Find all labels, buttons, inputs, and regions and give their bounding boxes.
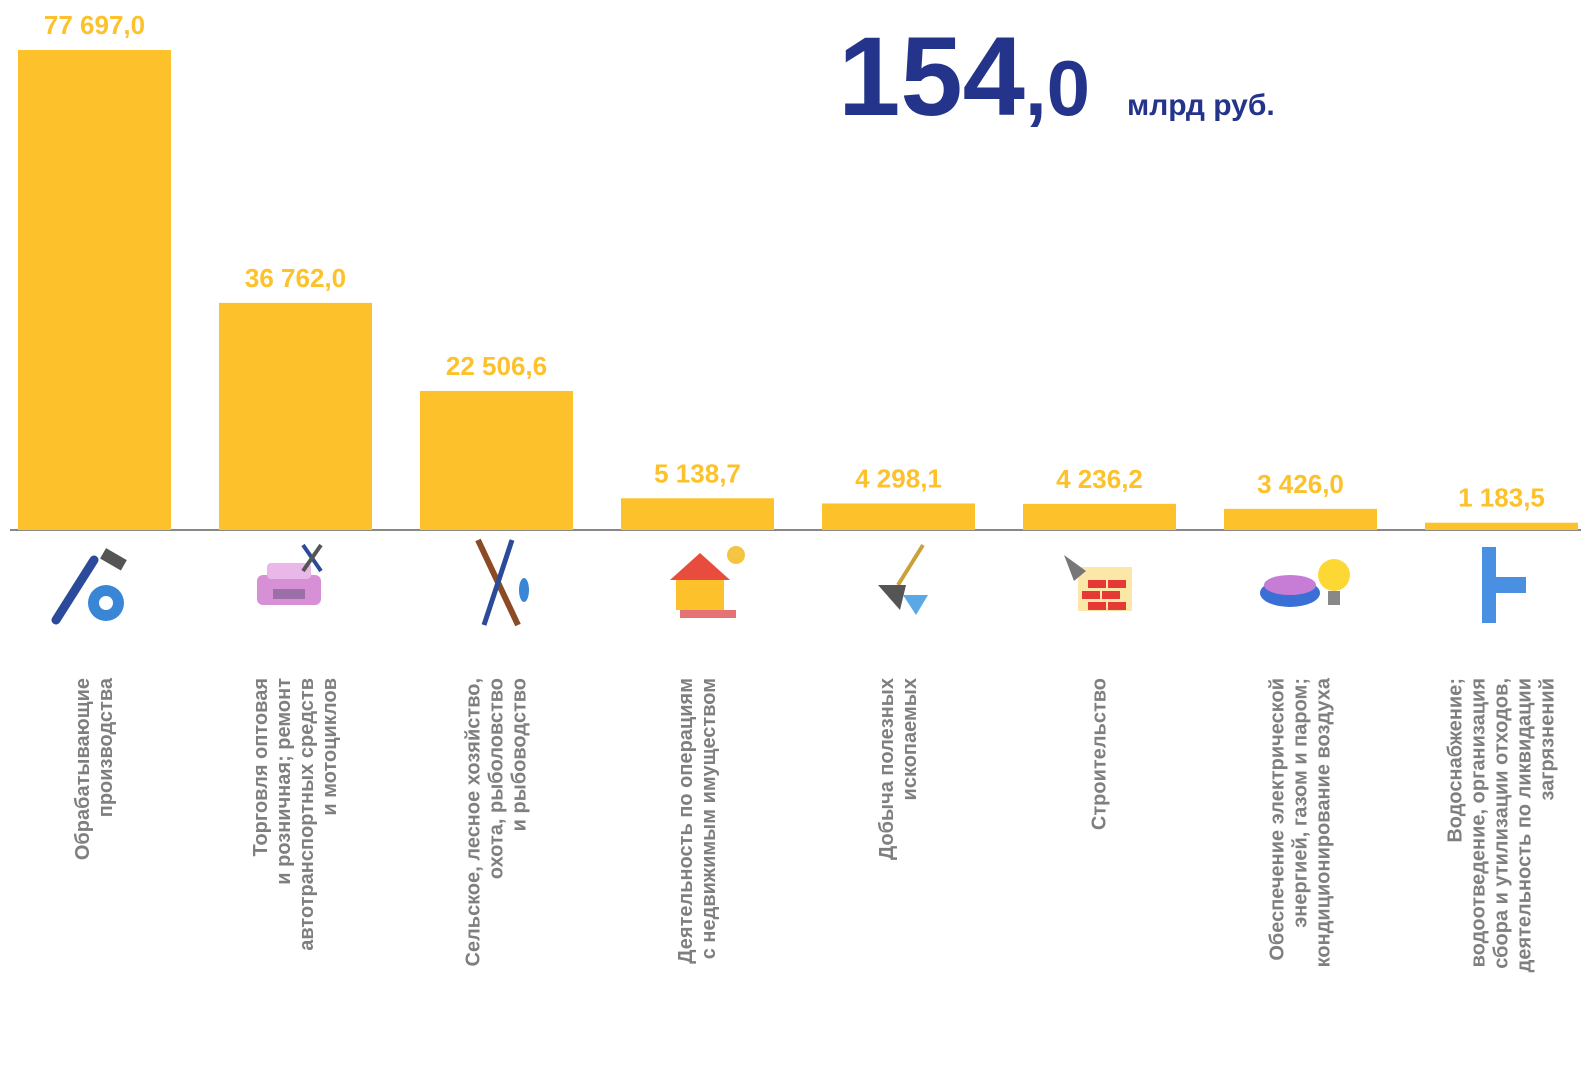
icon-water xyxy=(1482,547,1526,623)
bar xyxy=(18,50,171,530)
category-label: деятельность по ликвидации xyxy=(1514,678,1536,972)
category-label: Обеспечение электрической xyxy=(1267,678,1289,961)
icon-energy xyxy=(1260,559,1350,607)
total-int: 154 xyxy=(838,14,1025,139)
bar xyxy=(1425,522,1578,530)
bar xyxy=(1023,503,1176,530)
category-label: Водоснабжение; xyxy=(1445,678,1467,843)
total: 154,0 xyxy=(838,14,1090,139)
bar xyxy=(822,503,975,530)
category-label: Сельское, лесное хозяйство, xyxy=(463,678,485,967)
category-label: загрязнений xyxy=(1537,678,1559,801)
icon-mining xyxy=(878,543,928,615)
category-label: Обрабатывающие xyxy=(72,678,94,860)
value-label: 4 298,1 xyxy=(855,463,942,493)
value-label: 36 762,0 xyxy=(245,263,346,293)
category-label: ископаемых xyxy=(899,678,921,800)
icon-agriculture xyxy=(475,538,529,627)
category-label: и рыбоводство xyxy=(509,678,531,831)
category-label: и мотоциклов xyxy=(319,678,341,816)
category-label: водоотведение, организация xyxy=(1468,678,1490,967)
total-unit: млрд руб. xyxy=(1127,89,1275,122)
value-label: 4 236,2 xyxy=(1056,464,1143,494)
category-label: с недвижимым имуществом xyxy=(698,678,720,959)
total-frac: ,0 xyxy=(1025,44,1090,132)
bar xyxy=(621,498,774,530)
category-label: производства xyxy=(95,677,117,817)
category-label: кондиционирование воздуха xyxy=(1313,677,1335,967)
value-label: 77 697,0 xyxy=(44,10,145,40)
category-label: и розничная; ремонт xyxy=(273,678,295,885)
category-label: Деятельность по операциям xyxy=(675,678,697,964)
bar xyxy=(1224,508,1377,530)
value-label: 22 506,6 xyxy=(446,351,547,381)
category-label: Торговля оптовая xyxy=(250,678,272,857)
value-label: 3 426,0 xyxy=(1257,469,1344,499)
category-label: охота, рыболовство xyxy=(486,678,508,879)
icon-manufacturing xyxy=(51,548,127,625)
category-label: энергией, газом и паром; xyxy=(1290,678,1312,928)
icon-realestate xyxy=(670,546,745,618)
category-label: Строительство xyxy=(1089,678,1111,830)
category-label: сбора и утилизации отходов, xyxy=(1491,678,1513,969)
value-label: 5 138,7 xyxy=(654,458,741,488)
icon-construction xyxy=(1064,555,1132,611)
bar xyxy=(219,302,372,530)
icon-trade xyxy=(257,543,323,605)
bar xyxy=(420,390,573,530)
icons xyxy=(51,538,1526,627)
category-label: Добыча полезных xyxy=(876,678,898,860)
category-label: автотранспортных средств xyxy=(296,678,318,951)
value-label: 1 183,5 xyxy=(1458,483,1545,513)
